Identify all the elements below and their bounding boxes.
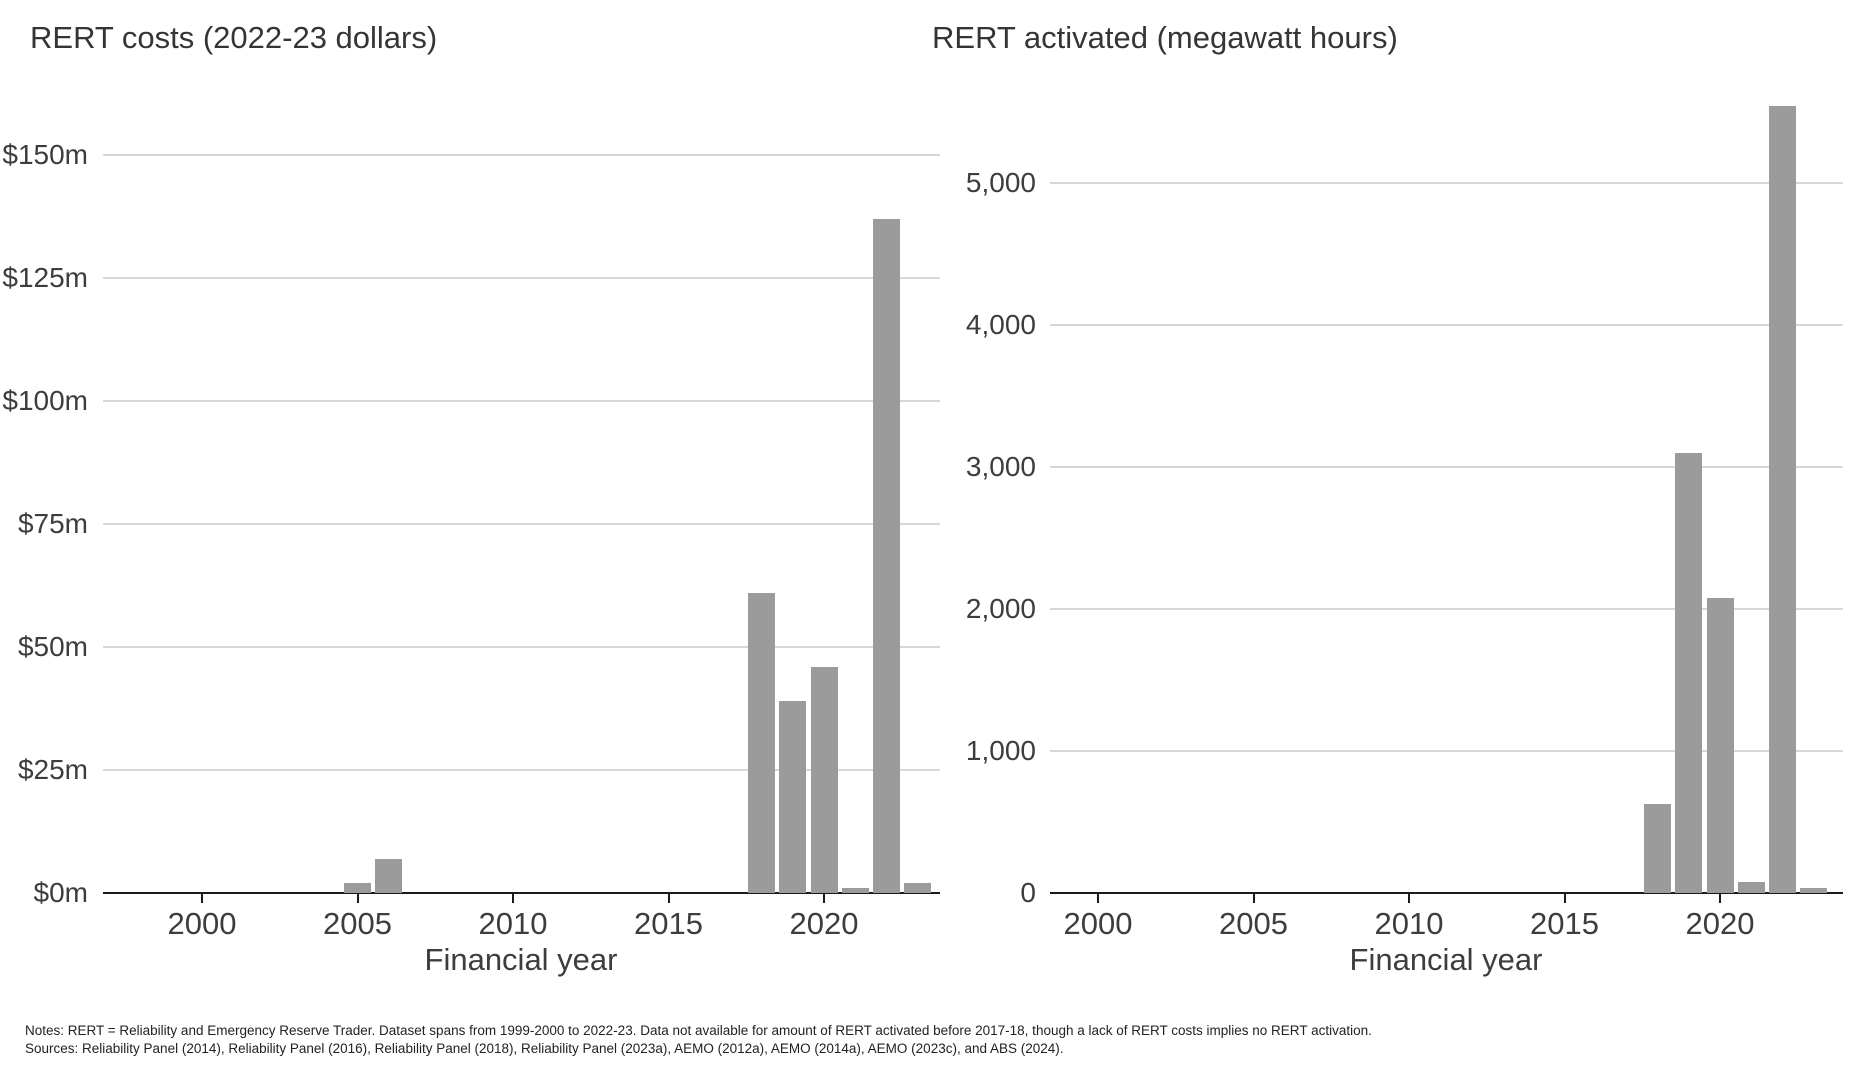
x-tick-label: 2000: [167, 906, 237, 941]
bar-2006: [375, 858, 403, 893]
bar-2005: [344, 883, 371, 893]
x-tick-label: 2005: [1219, 906, 1288, 941]
y-tick-label: $125m: [2, 262, 88, 293]
bar-2019: [779, 701, 807, 893]
gridline: [103, 646, 940, 648]
x-axis-label: Financial year: [1349, 942, 1543, 977]
x-tick: [1408, 894, 1410, 904]
x-tick: [1563, 894, 1566, 904]
x-tick-label: 2020: [789, 906, 859, 941]
bar-2020: [1706, 597, 1734, 893]
bar-2018: [748, 592, 776, 893]
gridline: [103, 400, 940, 402]
gridline: [1050, 608, 1843, 610]
footnotes: Notes: RERT = Reliability and Emergency …: [25, 1022, 1372, 1058]
notes-line: Notes: RERT = Reliability and Emergency …: [25, 1023, 1372, 1038]
y-tick-label: 3,000: [965, 451, 1036, 482]
gridline: [103, 769, 940, 771]
chart-title: RERT activated (megawatt hours): [932, 20, 1398, 55]
bar-2021: [1737, 882, 1765, 893]
x-tick-label: 2015: [1530, 906, 1599, 941]
bar-2022: [872, 218, 900, 893]
x-tick: [1719, 894, 1721, 904]
x-tick: [201, 894, 203, 904]
gridline: [103, 277, 940, 279]
y-tick-label: $0m: [33, 877, 88, 908]
bar-2023: [903, 883, 931, 893]
y-tick-label: $150m: [2, 139, 88, 170]
x-axis-line: [103, 891, 940, 895]
bar-2023: [1799, 888, 1827, 893]
bar-2018: [1644, 803, 1672, 893]
x-tick: [823, 894, 825, 904]
sources-line: Sources: Reliability Panel (2014), Relia…: [25, 1041, 1064, 1056]
chart-title: RERT costs (2022-23 dollars): [30, 20, 438, 55]
gridline: [1050, 182, 1843, 184]
bar-2019: [1675, 452, 1703, 893]
x-axis-line: [1050, 891, 1843, 895]
x-tick-label: 2010: [1374, 906, 1444, 941]
x-tick: [667, 894, 670, 904]
x-tick-label: 2015: [634, 906, 703, 941]
y-tick-label: $75m: [17, 508, 88, 539]
bar-2020: [810, 666, 838, 893]
gridline: [1050, 324, 1843, 326]
x-tick: [1252, 894, 1255, 904]
bar-2021: [841, 888, 869, 893]
y-tick-label: $25m: [17, 754, 88, 785]
y-tick-label: $100m: [2, 385, 88, 416]
gridline: [1050, 750, 1843, 752]
x-tick: [1097, 894, 1099, 904]
y-tick-label: 2,000: [965, 593, 1036, 624]
y-tick-label: 1,000: [965, 735, 1036, 766]
y-tick-label: $50m: [17, 631, 88, 662]
x-tick: [512, 894, 514, 904]
gridline: [103, 523, 940, 525]
y-tick-label: 4,000: [965, 309, 1036, 340]
bar-2022: [1768, 106, 1796, 893]
x-tick-label: 2000: [1063, 906, 1133, 941]
x-tick-label: 2020: [1685, 906, 1755, 941]
x-tick-label: 2005: [323, 906, 392, 941]
x-axis-label: Financial year: [424, 942, 618, 977]
gridline: [1050, 466, 1843, 468]
x-tick-label: 2010: [478, 906, 548, 941]
gridline: [103, 154, 940, 156]
x-tick: [356, 894, 359, 904]
y-tick-label: 5,000: [965, 167, 1036, 198]
y-tick-label: 0: [1020, 877, 1036, 908]
